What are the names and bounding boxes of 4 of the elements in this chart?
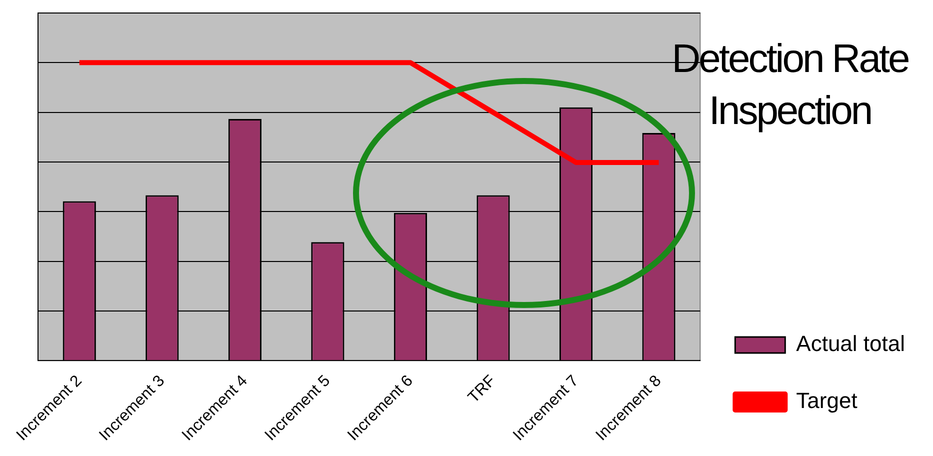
legend-label: Target [796,388,858,414]
x-tick-label: TRF [465,372,500,406]
text: Detection Rate Inspection [670,36,910,135]
legend-label: Actual total [796,331,906,356]
